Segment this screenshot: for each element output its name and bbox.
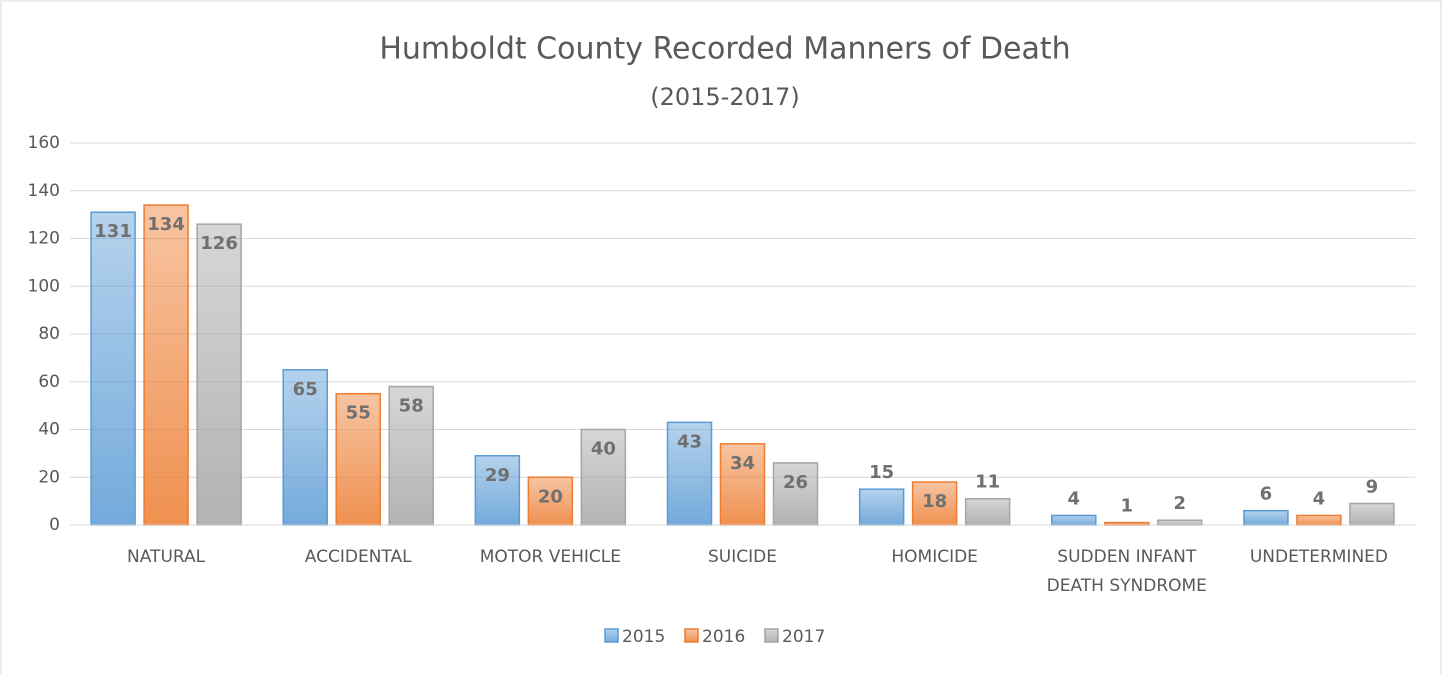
x-tick-label: SUICIDE [708, 547, 777, 567]
legend-swatch [684, 628, 699, 643]
bar [1296, 514, 1342, 526]
data-label: 126 [200, 233, 238, 254]
y-tick-label: 20 [38, 467, 60, 487]
chart-subtitle: (2015-2017) [650, 83, 800, 111]
legend-label: 2017 [782, 627, 825, 647]
bar [858, 488, 905, 526]
data-label: 55 [346, 403, 371, 424]
bar [719, 443, 766, 526]
data-label: 131 [94, 221, 132, 242]
data-label: 6 [1260, 484, 1273, 505]
data-label: 18 [922, 491, 947, 512]
data-label: 29 [485, 465, 510, 486]
y-tick-label: 160 [28, 133, 60, 153]
data-label: 4 [1068, 488, 1081, 509]
bar [772, 462, 819, 526]
bar [90, 211, 136, 526]
y-tick-label: 140 [28, 181, 60, 201]
bar [527, 476, 574, 526]
bar [1051, 514, 1097, 526]
y-tick-label: 40 [38, 420, 60, 440]
data-label: 58 [399, 396, 424, 417]
x-tick-label: SUDDEN INFANT DEATH SYNDROME [1047, 547, 1207, 596]
data-label: 20 [538, 486, 563, 507]
data-label: 15 [869, 462, 894, 483]
data-label: 2 [1174, 493, 1187, 514]
y-tick-label: 0 [49, 515, 60, 535]
x-tick-label: NATURAL [127, 547, 206, 567]
x-tick-label: MOTOR VEHICLE [480, 547, 621, 567]
x-tick-label: ACCIDENTAL [305, 547, 412, 567]
bar [196, 223, 242, 526]
legend-swatch [764, 628, 779, 643]
data-label: 4 [1313, 488, 1326, 509]
data-label: 134 [147, 214, 185, 235]
legend-label: 2016 [702, 627, 745, 647]
bar [1243, 509, 1289, 526]
data-label: 40 [591, 439, 616, 460]
y-tick-label: 80 [38, 324, 60, 344]
legend-swatch [604, 628, 619, 643]
data-label: 65 [293, 379, 318, 400]
data-label: 9 [1366, 477, 1379, 498]
y-tick-label: 100 [28, 276, 60, 296]
chart-title: Humboldt County Recorded Manners of Deat… [379, 32, 1070, 67]
data-label: 11 [975, 472, 1000, 493]
bar [964, 497, 1011, 526]
x-tick-label: UNDETERMINED [1250, 547, 1388, 567]
data-label: 1 [1121, 496, 1134, 517]
data-label: 26 [783, 472, 808, 493]
bar [1349, 502, 1395, 526]
bar [666, 421, 713, 526]
data-label: 43 [677, 431, 702, 452]
y-tick-label: 120 [28, 229, 60, 249]
data-label: 34 [730, 453, 755, 474]
y-tick-label: 60 [38, 372, 60, 392]
bar [282, 369, 328, 526]
bar [388, 385, 434, 526]
bar [143, 204, 189, 526]
legend-label: 2015 [622, 627, 665, 647]
bar [1157, 519, 1203, 526]
x-tick-label: HOMICIDE [891, 547, 978, 567]
